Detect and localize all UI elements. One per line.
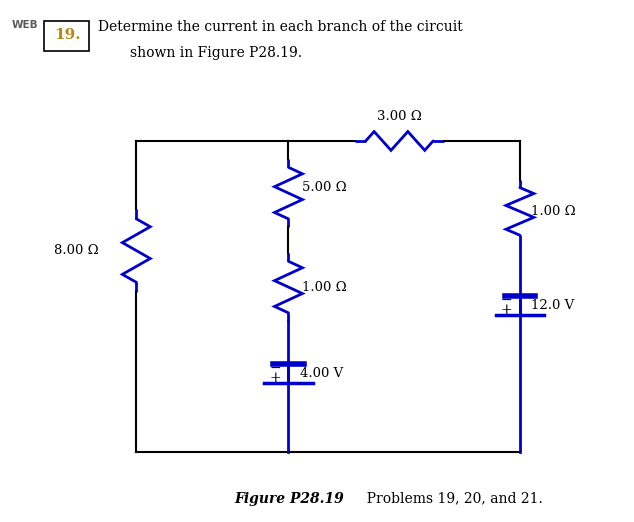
Text: +: + — [269, 371, 281, 385]
Text: Problems 19, 20, and 21.: Problems 19, 20, and 21. — [358, 492, 543, 505]
Text: 1.00 Ω: 1.00 Ω — [531, 205, 576, 218]
Text: −: − — [269, 361, 281, 375]
Text: 5.00 Ω: 5.00 Ω — [302, 182, 347, 194]
Text: 8.00 Ω: 8.00 Ω — [54, 244, 98, 257]
Text: 1.00 Ω: 1.00 Ω — [302, 281, 347, 293]
Text: shown in Figure P28.19.: shown in Figure P28.19. — [130, 46, 302, 60]
Text: 19.: 19. — [54, 29, 81, 42]
Text: Determine the current in each branch of the circuit: Determine the current in each branch of … — [98, 20, 463, 34]
Text: 3.00 Ω: 3.00 Ω — [377, 110, 422, 123]
Text: +: + — [501, 303, 512, 317]
Text: WEB: WEB — [11, 20, 38, 30]
Text: −: − — [501, 293, 512, 307]
Text: 12.0 V: 12.0 V — [531, 299, 574, 312]
FancyBboxPatch shape — [44, 21, 89, 51]
Text: 4.00 V: 4.00 V — [300, 367, 343, 379]
Text: Figure P28.19: Figure P28.19 — [235, 492, 344, 505]
